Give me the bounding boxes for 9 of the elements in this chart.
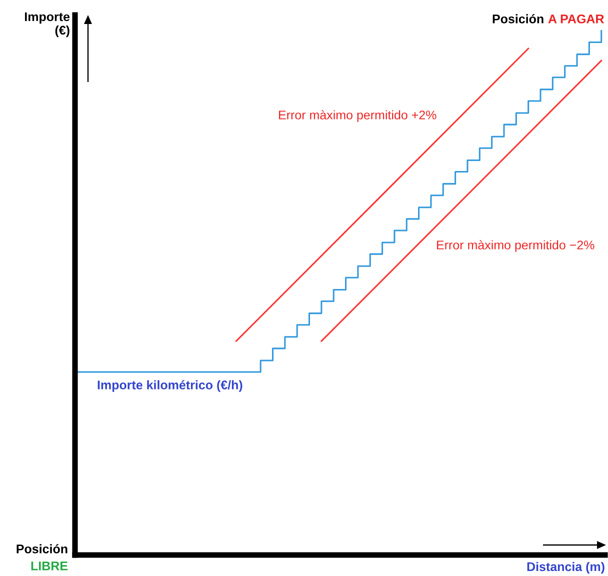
x-axis-title: Distancia (m) (527, 562, 604, 574)
y-axis-title: Importe (€) (25, 12, 70, 38)
text: Posición (492, 14, 544, 24)
annotation: Error màximo permitido −2% (437, 240, 594, 252)
text: A PAGAR (548, 14, 604, 24)
annotation: Importe kilométrico (€/h) (98, 380, 242, 392)
annotation: Error màximo permitido +2% (279, 110, 436, 122)
text: Posición (16, 544, 68, 554)
text: LIBRE (31, 562, 68, 570)
